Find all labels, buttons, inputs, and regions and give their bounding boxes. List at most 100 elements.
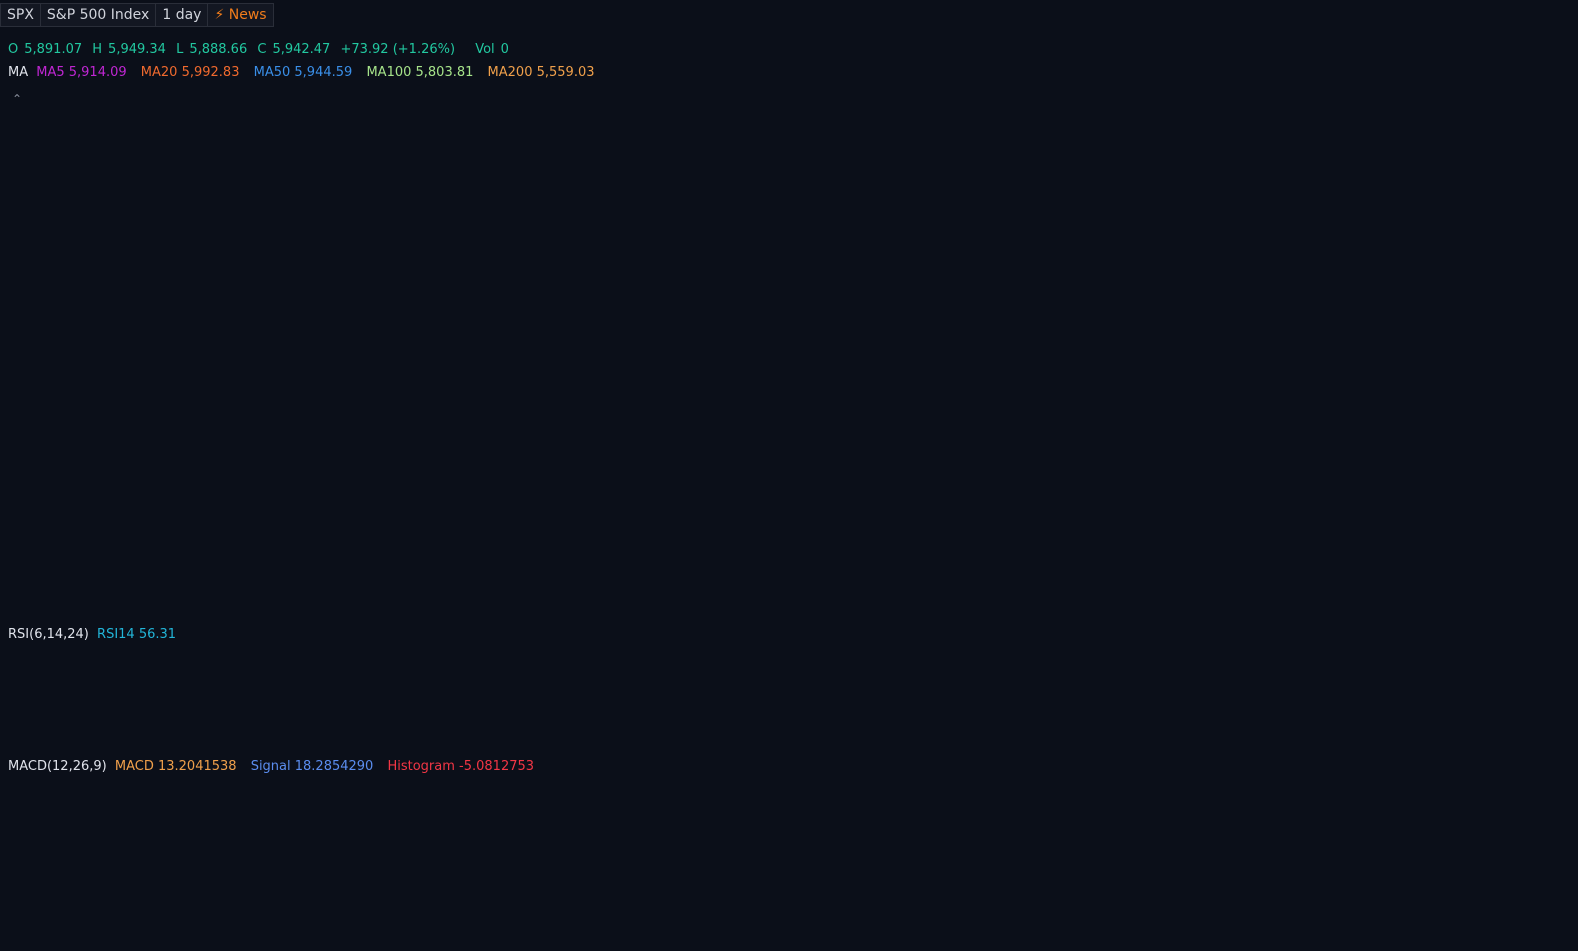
macd-histogram-bar bbox=[1281, 850, 1289, 864]
macd-histogram-bar bbox=[334, 850, 342, 854]
macd-legend[interactable]: MACD(12,26,9) MACD 13.2041538 Signal 18.… bbox=[8, 759, 534, 774]
macd-histogram-bar bbox=[1367, 850, 1375, 859]
close-value: 5,942.47 bbox=[272, 42, 331, 57]
date-tick-label: 2025 bbox=[1390, 928, 1426, 944]
date-tick-label: 24 bbox=[428, 928, 446, 944]
macd-histogram-bar bbox=[998, 850, 1006, 852]
candle-body bbox=[740, 231, 748, 238]
candle-body bbox=[1232, 46, 1240, 55]
long-trendline bbox=[1014, 580, 1491, 615]
macd-histogram-bar bbox=[900, 839, 908, 851]
candle-body bbox=[1343, 82, 1351, 115]
macd-histogram-bar bbox=[1306, 850, 1314, 867]
volume-label: Vol bbox=[475, 42, 495, 57]
rsi-legend[interactable]: RSI(6,14,24) RSI14 56.31 bbox=[8, 627, 176, 642]
rsi-tag-label: 30.00 bbox=[1499, 720, 1536, 735]
macd-histogram-bar bbox=[457, 843, 465, 851]
rsi-tag bbox=[1491, 628, 1545, 651]
candle-body bbox=[76, 497, 84, 546]
macd-histogram-bar bbox=[1195, 850, 1203, 852]
macd-histogram-bar bbox=[137, 833, 145, 851]
macd-histogram-bar bbox=[273, 850, 281, 859]
macd-histogram-bar bbox=[875, 847, 883, 851]
candle-body bbox=[826, 283, 834, 304]
ma200-label: MA200 5,559.03 bbox=[487, 65, 595, 80]
trendline bbox=[104, 516, 253, 559]
macd-signal-tag-label: 2.9564 bbox=[1497, 840, 1539, 854]
macd-histogram-bar bbox=[346, 847, 354, 851]
date-tick-label: 11 bbox=[612, 928, 630, 944]
trendline bbox=[1358, 202, 1458, 212]
macd-histogram-bar bbox=[937, 842, 945, 851]
candle-body bbox=[961, 175, 969, 204]
macd-histogram-bar bbox=[1047, 849, 1055, 851]
candle-body bbox=[1133, 38, 1141, 59]
macd-histogram-bar bbox=[76, 850, 84, 856]
date-tick-label: 24 bbox=[1288, 928, 1306, 944]
candle-body bbox=[1121, 58, 1129, 67]
price-tag bbox=[1491, 133, 1557, 156]
candle-body bbox=[297, 513, 305, 570]
symbol-name[interactable]: S&P 500 Index bbox=[39, 3, 157, 27]
candle-body bbox=[764, 227, 772, 236]
candle-body bbox=[863, 159, 871, 212]
close-label: C bbox=[257, 42, 267, 57]
candle-body bbox=[1146, 30, 1154, 39]
price-tick-label: 5,395.61 bbox=[1494, 579, 1552, 594]
trendline bbox=[436, 476, 548, 567]
candle-body bbox=[1293, 155, 1301, 204]
trendline bbox=[1088, 170, 1458, 180]
date-tick-label: 17 bbox=[366, 928, 384, 944]
macd-histogram-bar bbox=[703, 849, 711, 851]
candle-body bbox=[432, 328, 440, 333]
macd-histogram-bar bbox=[986, 850, 994, 852]
price-tick-label: 5,711.82 bbox=[1494, 325, 1552, 340]
candle-body bbox=[174, 396, 182, 409]
macd-histogram-bar bbox=[555, 850, 563, 852]
ma-legend[interactable]: MA MA5 5,914.09 MA20 5,992.83 MA50 5,944… bbox=[8, 65, 605, 80]
macd-histogram-bar bbox=[39, 850, 47, 872]
price-tick-label: 5,978.81 bbox=[1494, 110, 1552, 125]
symbol-label[interactable]: SPX bbox=[0, 3, 41, 27]
rsi-value: RSI14 56.31 bbox=[97, 627, 177, 642]
macd-histogram-bar bbox=[715, 850, 723, 852]
candle-body bbox=[1047, 110, 1055, 123]
macd-signal-tag bbox=[1491, 835, 1545, 858]
candle-body bbox=[703, 217, 711, 226]
macd-histogram-bar bbox=[27, 850, 35, 869]
watermark: SPX, 1 day bbox=[451, 228, 1040, 356]
macd-histogram-bar bbox=[113, 837, 121, 851]
candle-body bbox=[605, 267, 613, 272]
news-label: News bbox=[228, 7, 267, 23]
candle-body bbox=[1404, 145, 1412, 184]
candle-body bbox=[912, 138, 920, 143]
price-tick-label: 6,046.55 bbox=[1494, 55, 1552, 70]
macd-histogram-bar bbox=[629, 847, 637, 851]
collapse-icon[interactable]: ⌃ bbox=[12, 92, 23, 106]
candle-body bbox=[1367, 138, 1375, 188]
price-tag bbox=[1491, 442, 1557, 465]
interval-selector[interactable]: 1 day bbox=[155, 3, 209, 27]
macd-histogram-bar bbox=[420, 842, 428, 851]
macd-histogram-bar bbox=[1084, 847, 1092, 851]
candle-body bbox=[408, 348, 416, 373]
macd-histogram-bar bbox=[777, 850, 785, 855]
macd-hist-tag bbox=[1491, 860, 1557, 883]
macd-histogram-bar bbox=[1256, 850, 1264, 856]
macd-title: MACD(12,26,9) bbox=[8, 759, 107, 774]
macd-histogram-bar bbox=[1232, 850, 1240, 854]
macd-histogram-bar bbox=[728, 850, 736, 852]
macd-histogram-bar bbox=[666, 847, 674, 851]
macd-histogram-bar bbox=[1146, 849, 1154, 851]
open-label: O bbox=[8, 42, 19, 57]
ma100-line bbox=[5, 255, 1421, 640]
candle-body bbox=[1060, 110, 1068, 123]
candle-body bbox=[752, 227, 760, 238]
macd-histogram-bar bbox=[186, 834, 194, 851]
news-button[interactable]: ⚡ News bbox=[207, 3, 274, 27]
candle-body bbox=[113, 424, 121, 457]
candle-body bbox=[1035, 122, 1043, 147]
candle-body bbox=[678, 207, 686, 220]
candle-body bbox=[1379, 159, 1387, 188]
